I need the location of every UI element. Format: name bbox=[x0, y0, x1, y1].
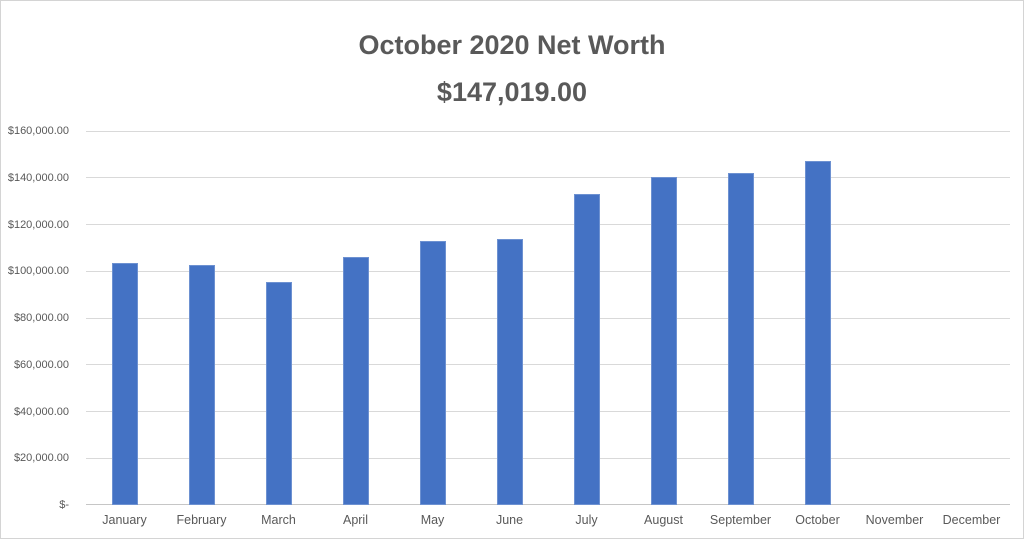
gridline bbox=[86, 270, 1010, 272]
bar-september bbox=[727, 173, 754, 505]
x-axis-label: August bbox=[644, 513, 683, 527]
bar-october bbox=[804, 161, 831, 505]
bar-june bbox=[496, 239, 523, 505]
x-axis-label: September bbox=[709, 513, 772, 527]
bar-march bbox=[265, 282, 292, 505]
gridline bbox=[86, 317, 1010, 319]
bar-august bbox=[650, 177, 677, 505]
gridline bbox=[86, 457, 1010, 459]
gridline bbox=[86, 411, 1010, 412]
y-axis-label: $140,000.00 bbox=[7, 171, 69, 184]
x-axis-label: December bbox=[942, 513, 1001, 527]
plot-area bbox=[86, 130, 1010, 505]
x-axis-label: April bbox=[342, 513, 368, 527]
x-axis-label: July bbox=[575, 513, 598, 527]
gridline bbox=[86, 224, 1010, 225]
x-axis: January February March April May June July Augu… bbox=[86, 513, 1010, 527]
chart-subtitle: $147,019.00 bbox=[436, 77, 588, 108]
y-axis-label: $120,000.00 bbox=[7, 218, 69, 231]
y-axis-label: $60,000.00 bbox=[13, 358, 69, 371]
x-axis-label: October bbox=[795, 513, 840, 527]
chart-title-block: October 2020 Net Worth $147,019.00 bbox=[1, 29, 1023, 109]
bar-july bbox=[573, 194, 600, 505]
y-axis-label: $100,000.00 bbox=[7, 265, 69, 278]
x-axis-label: May bbox=[420, 513, 445, 527]
chart-title: October 2020 Net Worth bbox=[358, 30, 666, 60]
gridline bbox=[86, 130, 1010, 132]
x-axis-label: June bbox=[495, 513, 524, 527]
y-axis: $- $20,000.00 $40,000.00 $60,000.00 $80,000.… bbox=[1, 125, 69, 511]
x-axis-label: February bbox=[176, 513, 227, 527]
y-axis-label: $- bbox=[59, 499, 69, 511]
x-axis-label: November bbox=[865, 513, 924, 527]
bar-april bbox=[342, 257, 369, 505]
x-axis-label: January bbox=[102, 513, 147, 527]
y-axis-label: $20,000.00 bbox=[13, 452, 69, 465]
gridline bbox=[86, 364, 1010, 366]
x-axis-line bbox=[86, 504, 1010, 505]
y-axis-label: $40,000.00 bbox=[13, 405, 69, 418]
bar-may bbox=[419, 241, 446, 505]
gridline bbox=[86, 177, 1010, 179]
y-axis-label: $160,000.00 bbox=[7, 125, 69, 137]
x-axis-label: March bbox=[261, 513, 296, 527]
bar-january bbox=[111, 263, 138, 505]
y-axis-label: $80,000.00 bbox=[13, 312, 69, 324]
bar-february bbox=[188, 265, 215, 505]
